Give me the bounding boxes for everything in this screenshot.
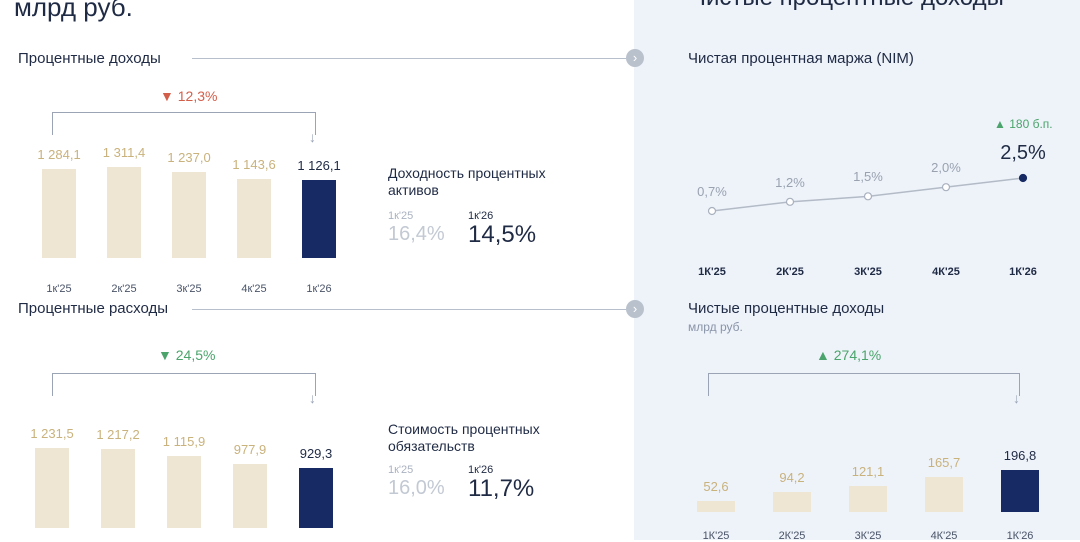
nim-point-3 bbox=[863, 192, 873, 201]
bar-1 bbox=[35, 448, 69, 528]
bar-value-label-4: 977,9 bbox=[233, 442, 267, 458]
chart2-divider bbox=[192, 309, 626, 310]
x-tick-label-2: 2к'25 bbox=[111, 283, 137, 295]
bar-value-label-5: 1 126,1 bbox=[297, 157, 341, 173]
chart1-cur-value: 14,5% bbox=[468, 221, 537, 248]
bar-1 bbox=[42, 168, 76, 258]
bar-value-label-1: 1 284,1 bbox=[37, 146, 81, 162]
nim-value-label-1: 0,7% bbox=[697, 184, 727, 199]
chart1-prev-value: 16,4% bbox=[388, 223, 445, 245]
chart3-change: ▲ 180 б.п. bbox=[994, 117, 1053, 131]
bar-2 bbox=[101, 448, 135, 528]
bar-value-label-3: 1 115,9 bbox=[162, 433, 206, 449]
chart1-bracket bbox=[52, 112, 316, 135]
bar-value-label-4: 165,7 bbox=[927, 454, 961, 470]
nim-point-5 bbox=[1018, 173, 1028, 183]
x-tick-label-3: 3К'25 bbox=[854, 530, 882, 542]
right-header-title: Чистые процентные доходы bbox=[690, 0, 1004, 12]
x-tick-label-5: 1К'26 bbox=[1006, 530, 1034, 542]
chart1-divider bbox=[192, 58, 626, 59]
bar-5 bbox=[302, 179, 336, 258]
nim-value-label-2: 1,2% bbox=[775, 174, 805, 190]
bar-2 bbox=[773, 491, 811, 512]
chart1-title: Процентные доходы bbox=[18, 50, 161, 67]
chart4-change: ▲ 274,1% bbox=[816, 347, 881, 363]
chart2-change-value: 24,5% bbox=[175, 347, 216, 363]
chevron-right-icon[interactable]: › bbox=[626, 300, 644, 318]
bar-value-label-4: 1 143,6 bbox=[232, 156, 276, 172]
bar-3 bbox=[172, 172, 206, 258]
triangle-down-icon: ▼ bbox=[160, 88, 174, 104]
triangle-up-icon: ▲ bbox=[816, 347, 830, 363]
bar-value-label-2: 1 311,4 bbox=[102, 145, 146, 160]
x-tick-label-1: 1к'25 bbox=[46, 283, 72, 295]
chart2-cur-label: 1к'26 bbox=[468, 464, 494, 476]
arrow-down-icon: ↓ bbox=[1013, 390, 1020, 406]
chart3-title: Чистая процентная маржа (NIM) bbox=[688, 50, 914, 67]
bar-2 bbox=[107, 167, 141, 258]
bar-value-label-2: 94,2 bbox=[779, 469, 805, 485]
chart1-change: ▼ 12,3% bbox=[160, 88, 217, 104]
nim-point-4 bbox=[941, 183, 951, 192]
bar-3 bbox=[849, 486, 887, 512]
chart4-bracket bbox=[708, 373, 1020, 396]
bar-value-label-3: 1 237,0 bbox=[167, 150, 211, 166]
nim-point-1 bbox=[707, 206, 717, 216]
bar-5 bbox=[299, 467, 333, 528]
right-panel bbox=[634, 0, 1080, 540]
bar-4 bbox=[237, 178, 271, 258]
chart1-prev-label: 1к'25 bbox=[388, 210, 414, 222]
bar-value-label-2: 1 217,2 bbox=[96, 426, 140, 442]
bar-4 bbox=[925, 476, 963, 512]
nim-value-label-3: 1,5% bbox=[853, 169, 883, 185]
bar-3 bbox=[167, 455, 201, 528]
x-tick-label-4: 4к'25 bbox=[241, 283, 267, 295]
x-tick-label-4: 4К'25 bbox=[930, 530, 958, 542]
chart2-cur-value: 11,7% bbox=[468, 475, 535, 502]
chart1-cur-label: 1к'26 bbox=[468, 210, 494, 222]
bar-value-label-5: 196,8 bbox=[1003, 448, 1037, 463]
bar-value-label-3: 121,1 bbox=[851, 464, 885, 480]
nim-value-label-5: 2,5% bbox=[1000, 142, 1046, 164]
nim-x-tick-label-3: 3К'25 bbox=[854, 266, 882, 278]
bar-value-label-5: 929,3 bbox=[299, 445, 333, 461]
nim-x-tick-label-2: 2К'25 bbox=[776, 266, 804, 278]
chart2-title: Процентные расходы bbox=[18, 300, 169, 317]
nim-x-tick-label-5: 1К'26 bbox=[1009, 266, 1037, 278]
chart2-prev-label: 1к'25 bbox=[388, 464, 414, 476]
chart2-change: ▼ 24,5% bbox=[158, 347, 215, 363]
chevron-right-icon[interactable]: › bbox=[626, 49, 644, 67]
chart4-change-value: 274,1% bbox=[833, 347, 882, 363]
nim-x-tick-label-1: 1К'25 bbox=[698, 266, 726, 278]
bar-5 bbox=[1001, 470, 1039, 512]
chart3-change-value: 180 б.п. bbox=[1009, 117, 1053, 131]
x-tick-label-5: 1к'26 bbox=[306, 283, 332, 295]
bar-value-label-1: 1 231,5 bbox=[30, 426, 74, 441]
chart2-side-title: Стоимость процентных обязательств bbox=[388, 421, 540, 454]
page-unit: млрд руб. bbox=[14, 0, 133, 22]
nim-value-label-4: 2,0% bbox=[931, 160, 961, 176]
chart2-bracket bbox=[52, 373, 316, 396]
arrow-down-icon: ↓ bbox=[309, 390, 316, 406]
chart2-prev-value: 16,0% bbox=[388, 477, 445, 499]
chart1-change-value: 12,3% bbox=[177, 88, 218, 104]
triangle-up-icon: ▲ bbox=[994, 117, 1006, 131]
chart4-subtitle: млрд руб. bbox=[688, 320, 743, 334]
chart1-side-title: Доходность процентных активов bbox=[388, 165, 546, 198]
bar-4 bbox=[233, 464, 267, 528]
bar-1 bbox=[697, 500, 735, 512]
x-tick-label-3: 3к'25 bbox=[176, 283, 202, 295]
x-tick-label-2: 2К'25 bbox=[778, 530, 806, 542]
bar-value-label-1: 52,6 bbox=[703, 478, 729, 494]
chart4-title: Чистые процентные доходы bbox=[688, 300, 885, 317]
triangle-down-icon: ▼ bbox=[158, 347, 172, 363]
x-tick-label-1: 1К'25 bbox=[702, 530, 730, 542]
nim-point-2 bbox=[785, 197, 795, 206]
arrow-down-icon: ↓ bbox=[309, 129, 316, 145]
nim-x-tick-label-4: 4К'25 bbox=[932, 266, 960, 278]
